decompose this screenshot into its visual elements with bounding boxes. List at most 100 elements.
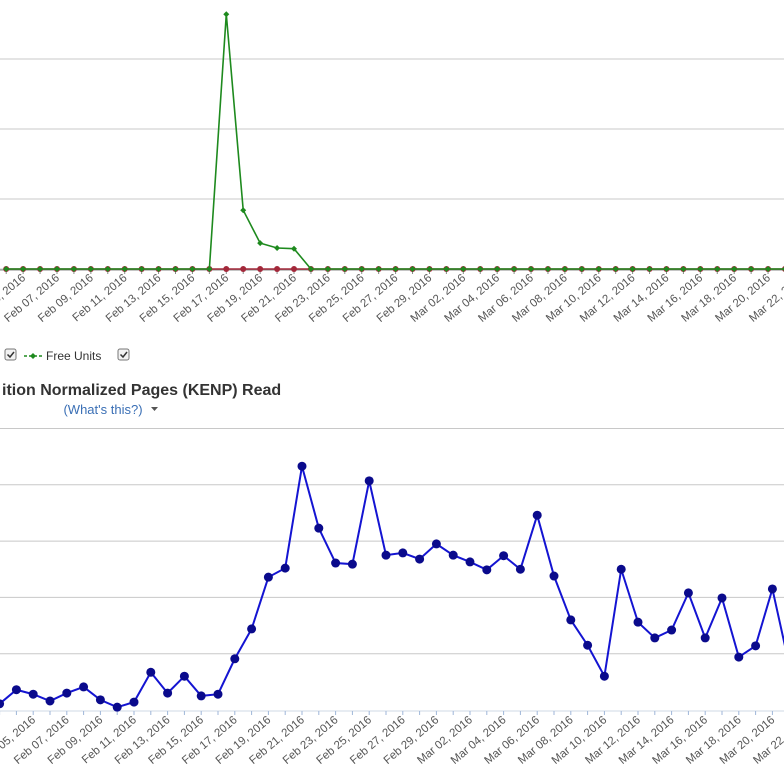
point bbox=[680, 266, 687, 272]
point bbox=[392, 266, 399, 272]
point bbox=[767, 584, 777, 594]
point bbox=[179, 671, 189, 681]
point bbox=[477, 266, 484, 272]
point bbox=[549, 571, 559, 581]
point bbox=[381, 550, 391, 560]
point bbox=[324, 266, 331, 272]
point bbox=[112, 702, 122, 712]
point bbox=[291, 266, 298, 272]
point bbox=[532, 510, 542, 520]
point bbox=[280, 563, 290, 573]
point bbox=[511, 266, 518, 272]
point bbox=[230, 654, 240, 664]
point bbox=[155, 266, 162, 272]
point bbox=[697, 266, 704, 272]
point bbox=[257, 240, 264, 247]
dropdown-arrow[interactable] bbox=[151, 407, 158, 411]
point bbox=[331, 558, 341, 568]
point bbox=[87, 266, 94, 272]
point bbox=[0, 699, 5, 709]
point bbox=[717, 593, 727, 603]
point bbox=[781, 266, 784, 272]
point bbox=[583, 640, 593, 650]
point bbox=[460, 266, 467, 272]
point bbox=[663, 266, 670, 272]
point bbox=[247, 624, 257, 634]
point bbox=[138, 266, 145, 272]
check bbox=[119, 351, 128, 359]
point bbox=[20, 266, 27, 272]
point bbox=[683, 588, 693, 598]
point bbox=[667, 625, 677, 635]
point bbox=[291, 245, 298, 252]
point bbox=[599, 671, 609, 681]
point bbox=[515, 564, 525, 574]
check bbox=[6, 351, 15, 359]
point bbox=[11, 685, 21, 695]
point bbox=[448, 550, 458, 560]
legend-marker bbox=[30, 353, 36, 359]
point bbox=[409, 266, 416, 272]
point bbox=[595, 266, 602, 272]
point bbox=[240, 207, 247, 214]
point bbox=[731, 266, 738, 272]
legend: Free Units bbox=[24, 349, 101, 363]
point bbox=[494, 266, 501, 272]
point bbox=[765, 266, 772, 272]
point bbox=[566, 615, 576, 625]
point bbox=[70, 266, 77, 272]
point bbox=[714, 266, 721, 272]
point bbox=[79, 682, 89, 692]
point bbox=[172, 266, 179, 272]
point bbox=[465, 557, 475, 567]
checkbox[interactable] bbox=[4, 348, 17, 361]
point bbox=[650, 633, 660, 643]
point bbox=[528, 266, 535, 272]
point bbox=[263, 572, 273, 582]
point bbox=[62, 688, 72, 698]
checkbox[interactable] bbox=[117, 348, 130, 361]
point bbox=[646, 266, 653, 272]
point bbox=[129, 697, 139, 707]
point bbox=[748, 266, 755, 272]
point bbox=[213, 689, 223, 699]
series-line bbox=[6, 14, 784, 270]
point bbox=[578, 266, 585, 272]
point bbox=[364, 476, 374, 486]
point bbox=[28, 689, 38, 699]
point bbox=[53, 266, 60, 272]
point bbox=[561, 266, 568, 272]
point bbox=[629, 266, 636, 272]
chart-title: ition Normalized Pages (KENP) Read bbox=[2, 382, 281, 399]
point bbox=[297, 461, 307, 471]
point bbox=[189, 266, 196, 272]
point bbox=[104, 266, 111, 272]
help-link[interactable]: (What's this?) bbox=[63, 402, 142, 417]
point bbox=[341, 266, 348, 272]
point bbox=[616, 564, 626, 574]
point bbox=[358, 266, 365, 272]
point bbox=[196, 691, 206, 701]
point bbox=[146, 667, 156, 677]
point bbox=[274, 245, 281, 251]
point bbox=[443, 266, 450, 272]
point bbox=[375, 266, 382, 272]
point bbox=[499, 551, 509, 561]
point bbox=[206, 266, 213, 272]
point bbox=[3, 266, 10, 272]
point bbox=[240, 266, 247, 272]
point bbox=[482, 565, 492, 575]
point bbox=[734, 652, 744, 662]
series-line bbox=[0, 465, 784, 709]
point bbox=[612, 266, 619, 272]
point bbox=[751, 641, 761, 651]
point bbox=[121, 266, 128, 272]
point bbox=[307, 266, 314, 272]
point bbox=[223, 11, 230, 18]
point bbox=[431, 539, 441, 549]
point bbox=[426, 266, 433, 272]
